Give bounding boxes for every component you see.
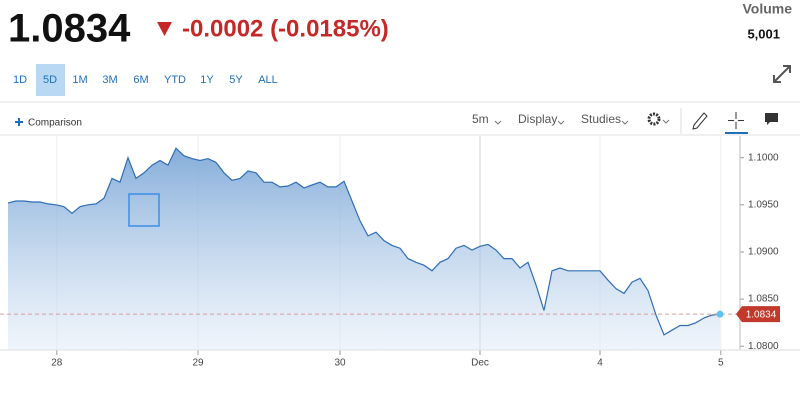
settings-icon[interactable]	[647, 112, 670, 126]
interval[interactable]: 5m	[472, 112, 489, 126]
range-button[interactable]: 1D	[13, 74, 27, 86]
active-range	[36, 64, 65, 96]
chevron	[557, 120, 565, 125]
y-tick-label: 1.0800	[748, 341, 779, 352]
y-tick-label: 1.0850	[748, 294, 779, 305]
x-tick-label: 5	[718, 358, 724, 369]
crosshair-icon[interactable]	[728, 112, 744, 129]
range-button[interactable]: 3M	[102, 74, 117, 86]
range-button[interactable]: 1Y	[200, 74, 214, 86]
range-button[interactable]: YTD	[164, 74, 186, 86]
volume: 5,001	[747, 26, 780, 41]
y-tick-label: 1.0900	[748, 247, 779, 258]
price-line	[7, 147, 721, 336]
x-tick-label: 30	[334, 358, 346, 369]
chart: 28 29 30 Dec 4 5 1.0800 1.0850 1.0900 1.0950 1.100…	[0, 136, 800, 369]
y-tick-label: 1.0950	[748, 199, 779, 210]
y-tick-label: 1.1000	[748, 152, 779, 163]
display[interactable]: Display	[518, 112, 557, 126]
current-tag	[736, 306, 780, 323]
volume-label: Volume	[742, 1, 792, 17]
x-tick-label: 29	[192, 358, 204, 369]
comment-icon[interactable]	[765, 113, 778, 125]
comparison[interactable]: Comparison	[28, 118, 82, 129]
last-point	[716, 310, 724, 318]
down-arrow	[157, 22, 172, 36]
range-button[interactable]: 5Y	[229, 74, 243, 86]
x-tick-label: Dec	[471, 358, 489, 369]
chevron	[621, 120, 629, 125]
range-button[interactable]: 5D	[43, 74, 57, 86]
range-button[interactable]: 1M	[72, 74, 87, 86]
current-label: 1.0834	[746, 309, 777, 320]
area	[8, 148, 720, 350]
plus-icon	[15, 118, 23, 126]
expand-icon[interactable]	[773, 65, 791, 83]
range-button[interactable]: 6M	[133, 74, 148, 86]
range-button[interactable]: ALL	[258, 74, 278, 86]
chevron	[494, 120, 502, 125]
selection-box	[128, 193, 160, 227]
price: 1.0834	[8, 7, 131, 51]
x-tick-label: 4	[597, 358, 603, 369]
x-tick-label: 28	[51, 358, 63, 369]
studies[interactable]: Studies	[581, 112, 621, 126]
draw-icon[interactable]	[692, 112, 708, 130]
price-change: -0.0002 (-0.0185%)	[182, 15, 389, 42]
